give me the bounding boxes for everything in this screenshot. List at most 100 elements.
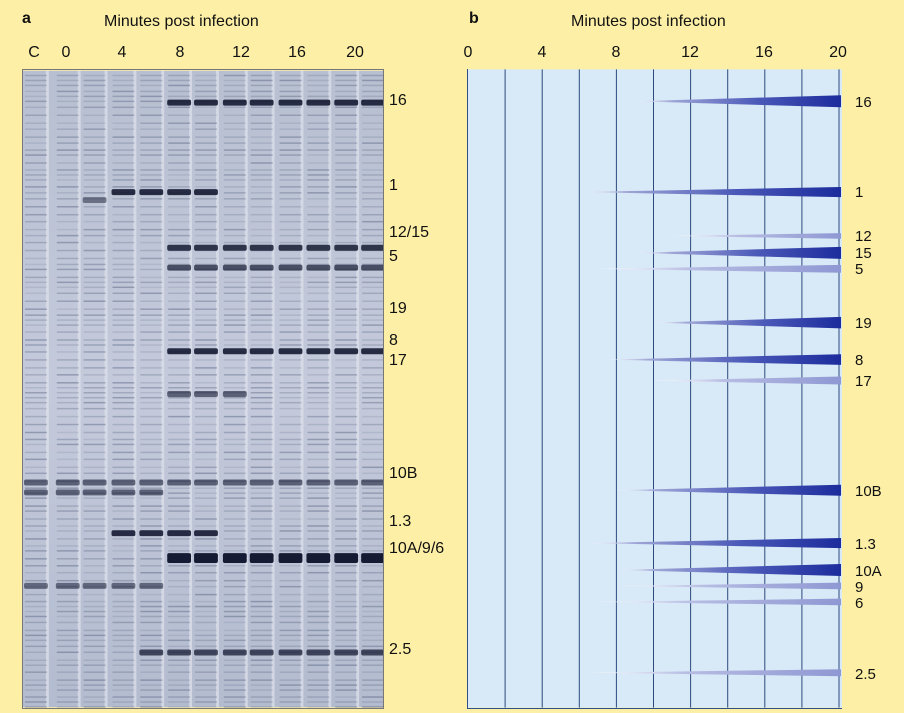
gel-background-band xyxy=(112,142,135,144)
gel-background-band xyxy=(112,84,135,87)
gel-background-band xyxy=(195,319,217,321)
gel-background-band xyxy=(250,382,273,384)
gel-background-band xyxy=(307,74,330,77)
gel-background-band xyxy=(362,228,383,231)
series-label-17: 17 xyxy=(855,373,872,390)
gel-background-band xyxy=(223,154,246,156)
gel-background-band xyxy=(24,639,47,642)
gel-background-band xyxy=(307,664,330,666)
gel-background-band xyxy=(168,359,191,361)
gel-background-band xyxy=(83,659,106,661)
gel-background-band xyxy=(335,382,358,384)
gel-background-band xyxy=(195,423,217,426)
expression-taper-19 xyxy=(653,316,842,329)
gel-background-band xyxy=(307,314,330,316)
gel-background-band xyxy=(335,518,358,520)
gel-background-band xyxy=(56,593,79,596)
gel-background-band xyxy=(140,550,163,552)
gel-background-band xyxy=(223,431,246,434)
gel-background-band xyxy=(24,565,47,567)
gel-background-band xyxy=(307,106,330,109)
gel-background-band xyxy=(140,415,163,418)
gel-background-band xyxy=(195,300,217,302)
gel-background-band xyxy=(250,645,273,648)
gel-background-band xyxy=(112,407,135,410)
gel-band xyxy=(55,489,80,496)
gel-band xyxy=(55,479,80,486)
gel-background-band xyxy=(140,142,163,144)
gel-background-band xyxy=(250,331,273,333)
gel-background-band xyxy=(279,679,302,681)
gel-background-band xyxy=(83,600,106,603)
gel-band xyxy=(278,99,303,106)
gel-background-band xyxy=(83,241,106,244)
gel-background-band xyxy=(250,276,273,279)
gel-background-band xyxy=(195,438,217,441)
gel-band xyxy=(82,197,107,204)
gel-background-band xyxy=(195,241,217,244)
gel-background-band xyxy=(307,281,330,284)
gel-background-band xyxy=(140,396,163,399)
gel-background-band xyxy=(223,84,246,87)
band-label-12-15: 12/15 xyxy=(389,224,430,241)
gel-background-band xyxy=(223,593,246,596)
gel-background-band xyxy=(335,466,358,469)
gel-background-band xyxy=(112,639,135,642)
gel-background-band xyxy=(24,651,47,654)
gel-background-band xyxy=(279,664,302,666)
gel-background-band xyxy=(195,629,217,632)
gel-background-band xyxy=(56,154,79,156)
gel-background-band xyxy=(140,701,163,703)
gel-background-band xyxy=(56,257,79,260)
gel-background-band xyxy=(250,689,273,691)
gel-background-band xyxy=(307,374,330,376)
gel-background-band xyxy=(83,174,106,176)
gel-background-band xyxy=(279,154,302,156)
gel-background-band xyxy=(195,154,217,156)
gel-background-band xyxy=(250,122,273,124)
gel-background-band xyxy=(112,634,135,637)
gel-background-band xyxy=(56,344,79,346)
gel-background-band xyxy=(168,169,191,171)
gel-background-band xyxy=(168,684,191,686)
gel-background-band xyxy=(223,701,246,703)
gel-background-band xyxy=(279,431,302,434)
gel-background-band xyxy=(307,344,330,346)
gel-background-band xyxy=(83,396,106,399)
gel-background-band xyxy=(307,423,330,426)
gel-background-band xyxy=(307,174,330,176)
gel-background-band xyxy=(83,213,106,216)
gel-background-band xyxy=(168,415,191,418)
gel-background-band xyxy=(168,438,191,441)
gel-background-band xyxy=(307,689,330,691)
gel-background-band xyxy=(140,706,163,708)
gel-background-band xyxy=(83,472,106,475)
gel-background-band xyxy=(195,359,217,361)
gel-background-band xyxy=(168,382,191,384)
gel-background-band xyxy=(335,659,358,661)
gel-background-band xyxy=(140,497,163,499)
gel-background-band xyxy=(307,339,330,341)
gel-background-band xyxy=(279,128,302,130)
gel-band xyxy=(23,582,48,589)
gel-band xyxy=(222,244,247,251)
gel-band xyxy=(167,348,192,355)
gel-background-band xyxy=(83,351,106,353)
gel-background-band xyxy=(168,142,191,144)
gel-background-band xyxy=(307,545,330,547)
gel-background-band xyxy=(195,367,217,369)
gel-background-band xyxy=(112,684,135,686)
band-label-10b: 10B xyxy=(389,465,418,482)
gel-background-band xyxy=(56,443,79,446)
gel-background-band xyxy=(279,497,302,499)
gel-background-band xyxy=(195,331,217,333)
gel-background-band xyxy=(24,396,47,399)
gel-background-band xyxy=(195,518,217,520)
gel-background-band xyxy=(279,319,302,321)
gel-background-band xyxy=(250,593,273,596)
gel-background-band xyxy=(24,382,47,384)
gel-background-band xyxy=(335,585,358,588)
gel-background-band xyxy=(168,149,191,151)
gel-background-band xyxy=(279,308,302,310)
gel-background-band xyxy=(307,90,330,93)
